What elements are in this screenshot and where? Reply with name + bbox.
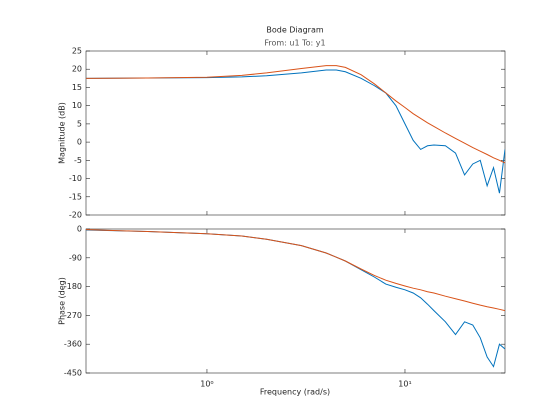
y-tick-label: -10 <box>69 174 82 183</box>
y-tick-label: -20 <box>69 211 82 220</box>
y-tick-label: 15 <box>72 83 82 92</box>
data-line <box>86 65 505 164</box>
data-line <box>86 69 505 194</box>
y-tick-label: 25 <box>72 47 82 56</box>
axes-box <box>85 228 506 374</box>
y-tick-label: -360 <box>64 340 82 349</box>
y-tick-label: -90 <box>69 253 82 262</box>
y-axis-label: Phase (deg) <box>58 277 67 325</box>
chart-title: Bode Diagram <box>266 26 323 35</box>
y-tick-label: -180 <box>64 282 82 291</box>
y-tick-label: -270 <box>64 311 82 320</box>
y-axis-label: Magnitude (dB) <box>58 102 67 164</box>
x-tick-label: 10¹ <box>398 380 411 389</box>
y-tick-label: 5 <box>77 119 82 128</box>
x-axis-label: Frequency (rad/s) <box>260 388 330 397</box>
plot-area <box>86 65 505 194</box>
chart-subtitle: From: u1 To: y1 <box>264 39 325 48</box>
plot-area <box>86 229 505 368</box>
y-tick-label: -5 <box>74 156 82 165</box>
y-tick-label: -450 <box>64 369 82 378</box>
x-tick-label: 10⁰ <box>200 380 213 389</box>
data-line <box>86 229 505 368</box>
y-tick-label: 10 <box>72 101 82 110</box>
y-tick-label: -15 <box>69 192 82 201</box>
data-line <box>86 229 505 312</box>
axes-box <box>85 50 506 216</box>
y-tick-label: 0 <box>77 138 82 147</box>
y-tick-label: 20 <box>72 65 82 74</box>
y-tick-label: 0 <box>77 225 82 234</box>
